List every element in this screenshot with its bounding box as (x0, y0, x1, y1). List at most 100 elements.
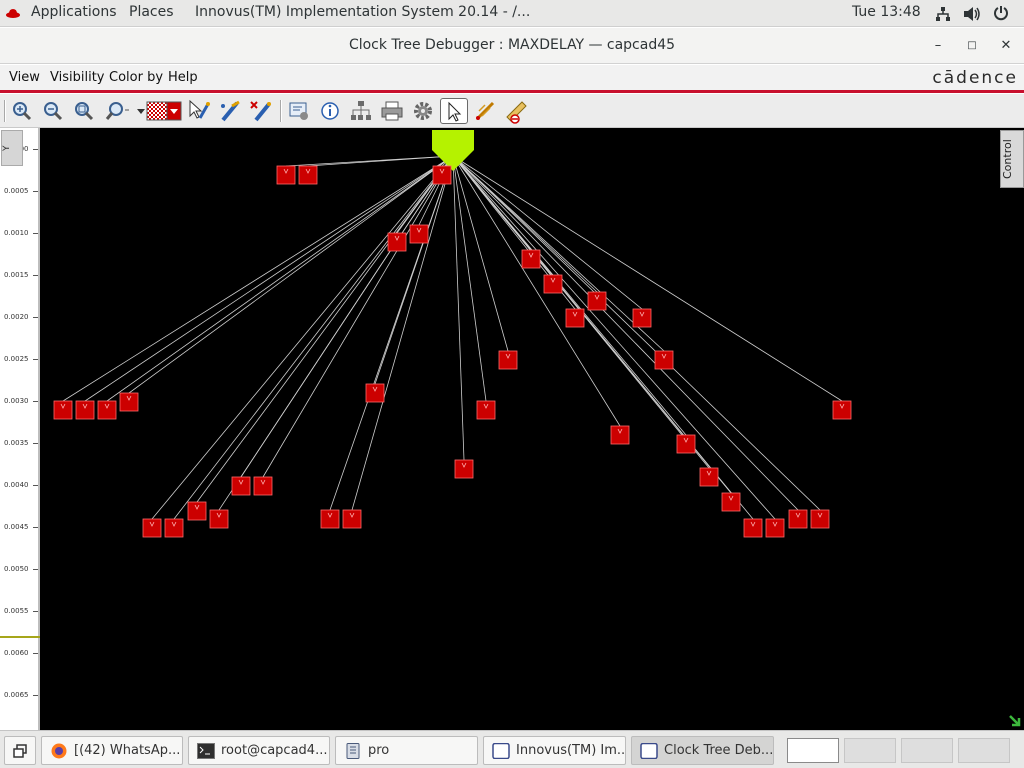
clock-sink-node[interactable] (97, 400, 117, 420)
clock-sink-node[interactable] (699, 467, 719, 487)
info-icon[interactable] (317, 98, 343, 124)
menu-help[interactable]: Help (168, 70, 198, 85)
menu-visibility[interactable]: Visibility (50, 70, 105, 85)
clock-tree-canvas[interactable]: 0.00000.00050.00100.00150.00200.00250.00… (0, 128, 1024, 730)
clock-sink-node[interactable] (253, 476, 273, 496)
task-terminal[interactable]: root@capcad4... (188, 736, 330, 765)
zoom-fit-icon[interactable] (71, 98, 97, 124)
clock-sink-node[interactable] (387, 232, 407, 252)
y-tick-label: 0.0060 (4, 649, 29, 657)
clock-sink-node[interactable] (832, 400, 852, 420)
workspace-2[interactable] (844, 738, 896, 763)
color-pattern-icon[interactable] (145, 98, 183, 124)
ruler-clear-icon[interactable] (503, 98, 529, 124)
menu-view[interactable]: View (9, 70, 40, 85)
clock-sink-node[interactable] (632, 308, 652, 328)
clock-sink-node[interactable] (587, 291, 607, 311)
clock-sink-node[interactable] (721, 492, 741, 512)
brand-divider (0, 90, 1024, 93)
clock-sink-node[interactable] (298, 165, 318, 185)
show-desktop-button[interactable] (4, 736, 36, 765)
clock-net-edge (452, 155, 821, 511)
clock-sink-node[interactable] (231, 476, 251, 496)
select-add-icon[interactable] (186, 98, 212, 124)
network-icon[interactable] (935, 6, 951, 22)
clock-sink-node[interactable] (810, 509, 830, 529)
task-clock-tree-debugger[interactable]: Clock Tree Deb... (631, 736, 774, 765)
clock-net-edge (151, 155, 454, 520)
clock-net-edge (452, 155, 509, 352)
volume-icon[interactable] (963, 6, 981, 22)
active-app-title[interactable]: Innovus(TM) Implementation System 20.14 … (195, 4, 531, 20)
select-highlight-icon[interactable] (217, 98, 243, 124)
dropdown-arrow-icon[interactable] (128, 98, 145, 124)
clock-sink-node[interactable] (498, 350, 518, 370)
clock-net-edge (351, 155, 454, 511)
clock-sink-node[interactable] (765, 518, 785, 538)
applications-menu[interactable]: Applications (31, 4, 117, 20)
clock-sink-node[interactable] (788, 509, 808, 529)
toolbar-separator (280, 100, 282, 122)
menu-color-by[interactable]: Color by (109, 70, 164, 85)
gear-icon[interactable] (410, 98, 436, 124)
clock[interactable]: Tue 13:48 (852, 4, 921, 20)
clock-sink-node[interactable] (187, 501, 207, 521)
zoom-previous-icon[interactable] (103, 98, 131, 124)
clock-sink-node[interactable] (320, 509, 340, 529)
workspace-4[interactable] (958, 738, 1010, 763)
window-icon (492, 743, 510, 759)
y-tick-mark (33, 443, 38, 444)
y-axis-tab[interactable]: Y (1, 130, 23, 166)
y-tick-label: 0.0040 (4, 481, 29, 489)
clock-sink-node[interactable] (75, 400, 95, 420)
workspace-3[interactable] (901, 738, 953, 763)
clock-sink-node[interactable] (565, 308, 585, 328)
clock-sink-node[interactable] (454, 459, 474, 479)
clock-sink-node[interactable] (342, 509, 362, 529)
minimize-button[interactable]: – (934, 38, 942, 53)
clock-sink-node[interactable] (365, 383, 385, 403)
zoom-in-icon[interactable] (9, 98, 35, 124)
pointer-tool-icon[interactable] (440, 98, 468, 124)
select-remove-icon[interactable] (248, 98, 274, 124)
clock-sink-node[interactable] (543, 274, 563, 294)
clock-sink-node[interactable] (409, 224, 429, 244)
clock-sink-node[interactable] (53, 400, 73, 420)
task-innovus[interactable]: Innovus(TM) Im... (483, 736, 626, 765)
clock-sink-node[interactable] (676, 434, 696, 454)
clock-sink-node[interactable] (164, 518, 184, 538)
task-file-manager[interactable]: pro (335, 736, 478, 765)
clock-sink-node[interactable] (432, 165, 452, 185)
clock-sink-node[interactable] (743, 518, 763, 538)
y-tick-mark (33, 527, 38, 528)
print-icon[interactable] (379, 98, 405, 124)
clock-root-node[interactable] (432, 130, 474, 171)
clock-sink-node[interactable] (521, 249, 541, 269)
task-whatsapp[interactable]: [(42) WhatsAp... (41, 736, 183, 765)
clock-sink-node[interactable] (209, 509, 229, 529)
clock-sink-node[interactable] (142, 518, 162, 538)
clock-sink-node[interactable] (276, 165, 296, 185)
clock-net-edge (452, 155, 487, 402)
hierarchy-icon[interactable] (348, 98, 374, 124)
delay-marker-line (0, 636, 40, 638)
places-menu[interactable]: Places (129, 4, 174, 20)
firefox-icon (51, 743, 67, 759)
clock-sink-node[interactable] (476, 400, 496, 420)
clock-sink-node[interactable] (610, 425, 630, 445)
close-button[interactable]: ✕ (1000, 38, 1012, 53)
workspace-1[interactable] (787, 738, 839, 763)
highlight-path-icon[interactable] (472, 98, 498, 124)
clock-sink-node[interactable] (119, 392, 139, 412)
zoom-out-icon[interactable] (40, 98, 66, 124)
control-panel-tab[interactable]: Control (1000, 130, 1024, 188)
maximize-button[interactable]: □ (967, 40, 977, 51)
settings-panel-icon[interactable] (286, 98, 312, 124)
toolbar-grip (4, 100, 6, 122)
clock-net-edge (106, 155, 454, 402)
resize-corner-icon[interactable] (1008, 714, 1022, 728)
clock-sink-node[interactable] (654, 350, 674, 370)
power-icon[interactable] (993, 5, 1009, 21)
clock-tree-graph[interactable] (0, 128, 1024, 730)
y-tick-label: 0.0050 (4, 565, 29, 573)
